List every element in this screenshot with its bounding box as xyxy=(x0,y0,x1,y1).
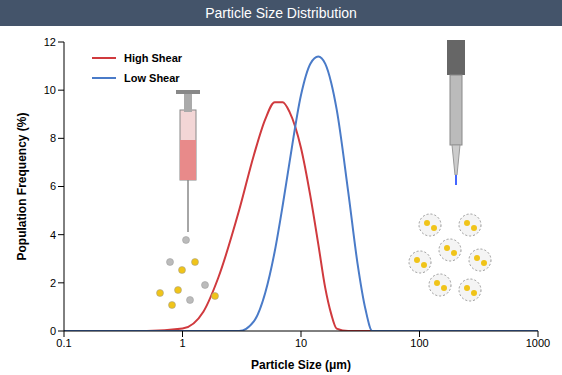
html-text:High Shear: High Shear xyxy=(124,52,183,64)
html-text:Low Shear: Low Shear xyxy=(124,72,180,84)
svg-text:0: 0 xyxy=(50,325,56,337)
svg-text:100: 100 xyxy=(410,337,428,349)
svg-text:8: 8 xyxy=(50,132,56,144)
svg-text:12: 12 xyxy=(44,36,56,48)
svg-text:4: 4 xyxy=(50,229,56,241)
svg-text:Population Frequency (%): Population Frequency (%) xyxy=(15,112,29,260)
svg-text:1000: 1000 xyxy=(526,337,550,349)
svg-text:0.1: 0.1 xyxy=(56,337,71,349)
svg-text:6: 6 xyxy=(50,180,56,192)
svg-text:1: 1 xyxy=(179,337,185,349)
html-text:Particle Size Distribution: Particle Size Distribution xyxy=(205,5,357,21)
svg-text:10: 10 xyxy=(44,84,56,96)
svg-text:Particle Size (μm): Particle Size (μm) xyxy=(251,358,351,372)
svg-text:2: 2 xyxy=(50,277,56,289)
svg-text:10: 10 xyxy=(295,337,307,349)
